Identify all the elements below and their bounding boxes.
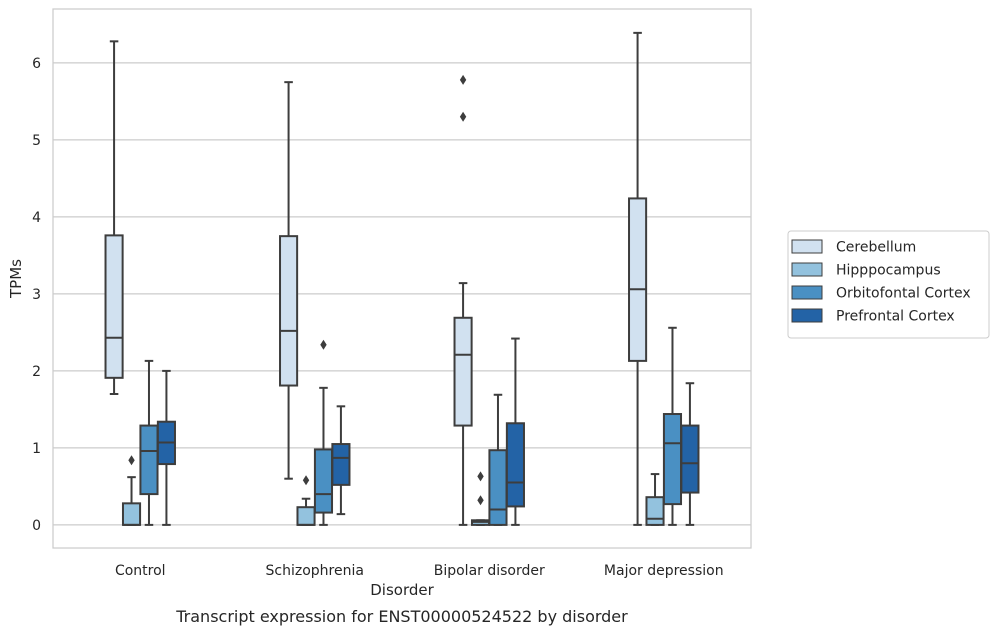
x-tick-label: Schizophrenia — [266, 563, 364, 579]
chart-caption: Transcript expression for ENST0000052452… — [175, 607, 628, 626]
legend-swatch — [791, 308, 823, 323]
legend-item: Orbitofontal Cortex — [791, 285, 971, 302]
legend-swatch — [791, 285, 823, 300]
legend-frame — [787, 230, 990, 339]
box-hipppocampus — [121, 455, 142, 526]
box-iqr — [296, 506, 316, 526]
outlier-point — [128, 455, 135, 466]
box-iqr — [453, 316, 473, 427]
box-prefrontal-cortex — [680, 382, 700, 526]
legend-swatch — [791, 239, 823, 254]
outlier-point — [459, 111, 467, 122]
box-prefrontal-cortex — [331, 405, 351, 516]
legend-item: Prefrontal Cortex — [791, 308, 955, 325]
y-tick-label: 1 — [32, 441, 41, 457]
box-iqr — [279, 235, 299, 387]
box-cerebellum — [279, 81, 299, 480]
y-tick-label: 4 — [32, 210, 41, 226]
y-axis-label: TPMs — [7, 259, 25, 299]
outlier-point — [477, 495, 484, 506]
x-tick-label: Major depression — [604, 563, 724, 579]
legend-item: Cerebellum — [791, 239, 916, 256]
legend-label: Cerebellum — [836, 240, 916, 256]
box-orbitofontal-cortex — [313, 339, 334, 526]
y-tick-label: 3 — [32, 287, 41, 303]
box-prefrontal-cortex — [156, 369, 176, 526]
legend-swatch — [791, 262, 823, 277]
box-iqr — [331, 443, 351, 486]
box-iqr — [645, 496, 665, 526]
y-tick-label: 0 — [32, 518, 41, 534]
plot-frame — [52, 8, 752, 549]
box-orbitofontal-cortex — [488, 393, 508, 526]
box-orbitofontal-cortex — [662, 326, 683, 526]
box-iqr — [662, 413, 683, 506]
y-tick-label: 5 — [32, 133, 41, 149]
legend-item: Hipppocampus — [791, 262, 941, 279]
box-iqr — [628, 197, 648, 362]
box-hipppocampus — [470, 471, 491, 526]
legend-label: Hipppocampus — [836, 263, 941, 279]
box-iqr — [505, 422, 525, 508]
outlier-point — [459, 74, 467, 85]
box-cerebellum — [104, 40, 124, 395]
box-iqr — [488, 449, 508, 526]
box-prefrontal-cortex — [505, 337, 525, 526]
y-axis-ticks: 0 1 2 3 4 5 6 — [32, 56, 41, 534]
box-cerebellum — [628, 31, 648, 526]
x-tick-label: Bipolar disorder — [434, 563, 545, 579]
box-hipppocampus — [645, 473, 665, 526]
y-tick-label: 6 — [32, 56, 41, 72]
x-axis-label: Disorder — [370, 581, 434, 599]
box-hipppocampus — [296, 475, 316, 526]
legend: Cerebellum Hipppocampus Orbitofontal Corte… — [787, 230, 990, 339]
box-iqr — [680, 424, 700, 494]
outlier-point — [320, 339, 327, 350]
legend-label: Orbitofontal Cortex — [836, 286, 971, 302]
outlier-point — [302, 475, 310, 486]
box-series — [104, 31, 700, 526]
x-axis-ticks: Control Schizophrenia Bipolar disorder Majo… — [115, 563, 724, 579]
box-iqr — [104, 234, 124, 379]
outlier-point — [477, 471, 484, 482]
x-tick-label: Control — [115, 563, 166, 579]
box-iqr — [313, 448, 334, 514]
box-cerebellum — [453, 74, 473, 526]
box-iqr — [121, 502, 142, 526]
box-orbitofontal-cortex — [139, 359, 159, 526]
y-tick-label: 2 — [32, 364, 41, 380]
box-iqr — [139, 424, 159, 496]
legend-label: Prefrontal Cortex — [836, 309, 955, 325]
